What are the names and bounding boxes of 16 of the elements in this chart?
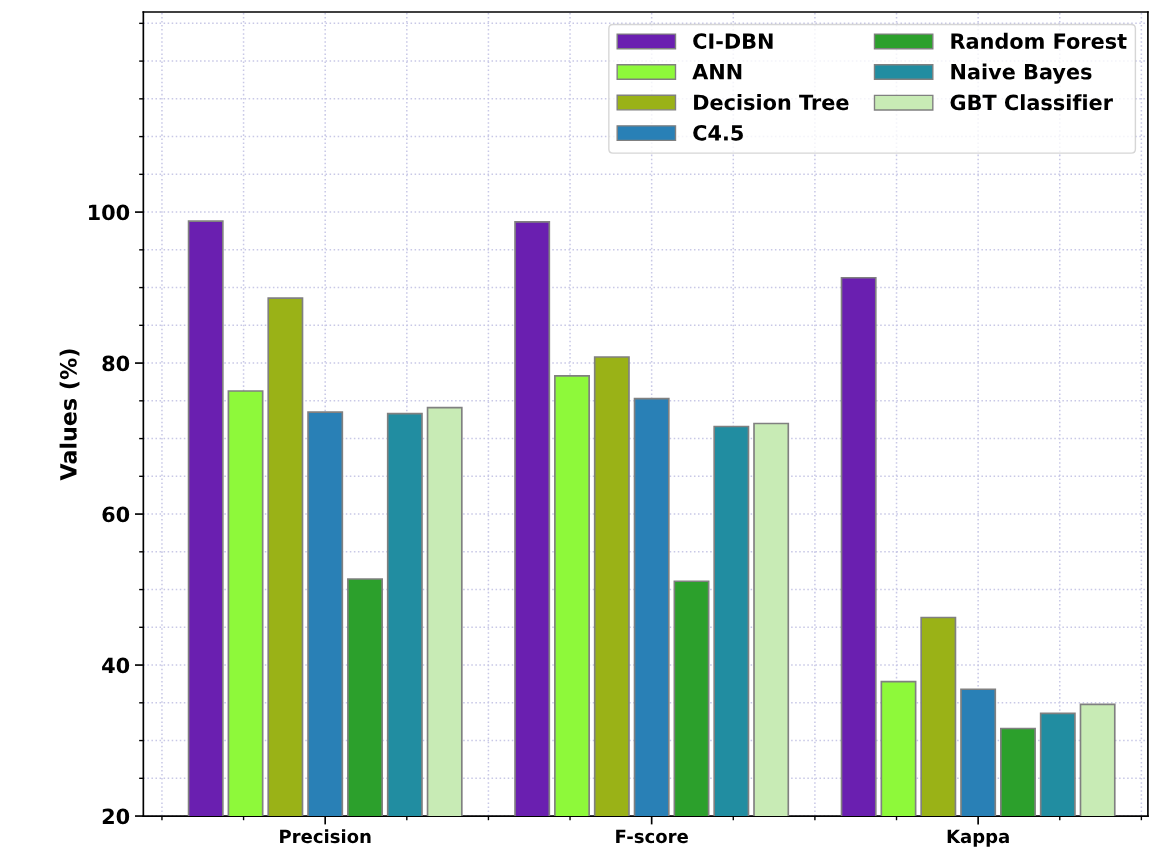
x-tick-label: Kappa xyxy=(947,829,1009,847)
legend-label: C4.5 xyxy=(693,124,743,141)
legend-label: Naive Bayes xyxy=(951,63,1092,84)
y-tick-label: 40 xyxy=(102,657,130,674)
legend-label: Random Forest xyxy=(951,32,1127,49)
y-tick-label: 20 xyxy=(102,808,130,825)
y-tick-label: 80 xyxy=(102,355,130,372)
legend-label: ANN xyxy=(692,64,742,80)
legend-label: GBT Classifier xyxy=(950,94,1113,111)
x-tick-label: Precision xyxy=(280,829,371,844)
legend-label: CI-DBN xyxy=(693,33,773,49)
y-tick-label: 100 xyxy=(89,204,130,221)
y-tick-label: 60 xyxy=(102,506,130,523)
y-axis-title: Values (%) xyxy=(59,349,80,481)
legend-label: Decision Tree xyxy=(694,94,849,111)
x-tick-label: F-score xyxy=(616,829,688,844)
